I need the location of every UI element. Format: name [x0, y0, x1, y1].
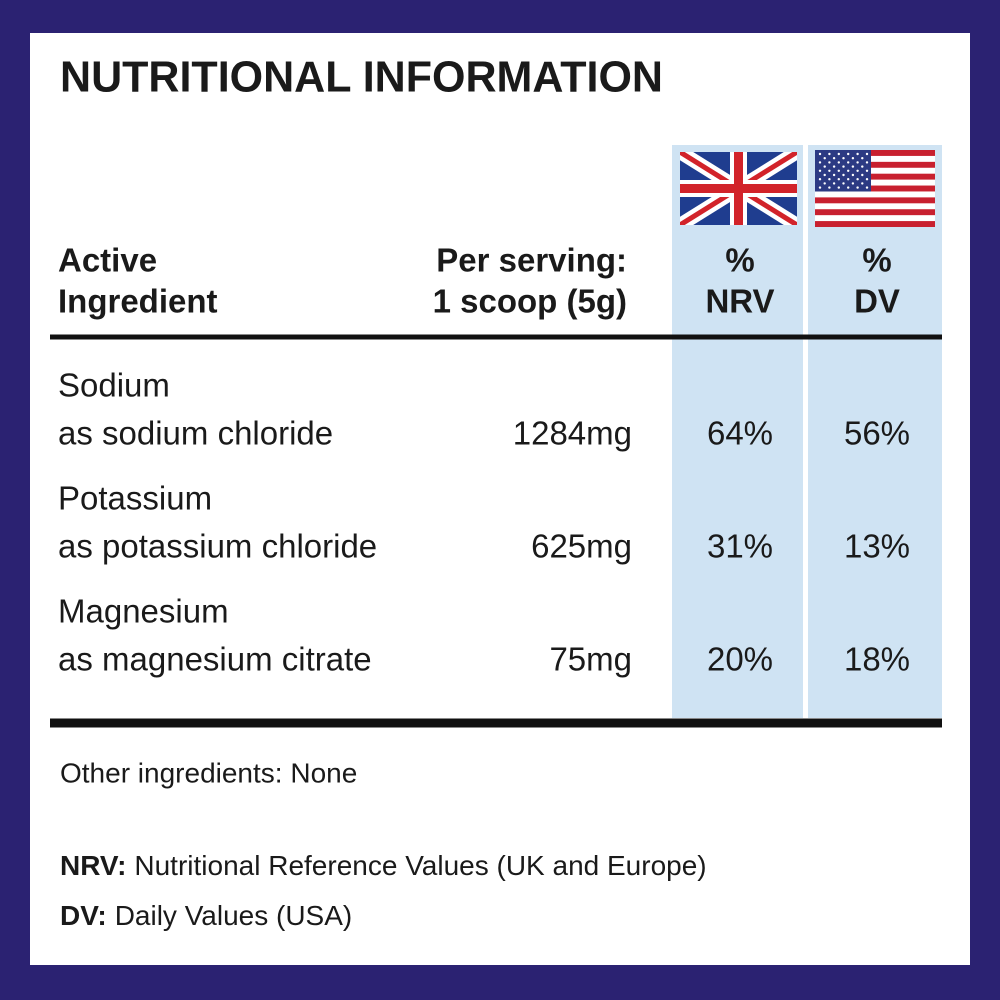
star — [856, 161, 859, 164]
star — [818, 186, 822, 189]
header-cell: NRV — [705, 283, 774, 320]
star — [851, 165, 855, 168]
note-definition: Nutritional Reference Values (UK and Eur… — [134, 850, 706, 881]
star — [861, 157, 864, 160]
star — [828, 178, 831, 181]
star — [818, 169, 822, 172]
stripe — [815, 209, 935, 216]
ingredient: as sodium chloride — [58, 415, 333, 452]
stripe — [815, 197, 935, 204]
dv-column — [808, 145, 942, 718]
stripe — [815, 161, 935, 168]
ingredient: Sodium — [58, 367, 170, 404]
star — [861, 182, 864, 185]
percent: 31% — [707, 528, 773, 565]
amount: 75mg — [549, 641, 632, 678]
amount: 625mg — [531, 528, 632, 565]
star — [837, 178, 840, 181]
percent: 64% — [707, 415, 773, 452]
star — [865, 161, 869, 164]
canton — [815, 150, 871, 192]
star — [856, 178, 859, 181]
star — [847, 152, 850, 156]
ingredient: as magnesium citrate — [58, 641, 372, 678]
star — [865, 178, 869, 181]
star — [837, 186, 840, 189]
star — [856, 152, 859, 156]
header-cell: DV — [854, 283, 900, 320]
star — [832, 157, 836, 160]
star — [861, 173, 864, 177]
star — [823, 165, 826, 168]
star — [837, 152, 840, 156]
star — [847, 178, 850, 181]
stripe — [815, 150, 935, 156]
nrv-column — [672, 145, 803, 718]
us-flag — [815, 150, 935, 227]
header-cell: Active — [58, 242, 157, 279]
star — [828, 152, 831, 156]
star — [823, 157, 826, 160]
star — [865, 152, 869, 156]
star — [818, 152, 822, 156]
header-cell: 1 scoop (5g) — [433, 283, 627, 320]
star — [851, 173, 855, 177]
amount: 1284mg — [513, 415, 632, 452]
star — [847, 186, 850, 189]
star — [842, 182, 845, 185]
header-cell: % — [862, 242, 891, 279]
star — [832, 182, 836, 185]
stripe — [815, 185, 935, 192]
star — [847, 169, 850, 172]
stripe — [815, 173, 935, 180]
header-cell: Per serving: — [436, 242, 627, 279]
star — [847, 161, 850, 164]
ingredient: as potassium chloride — [58, 528, 377, 565]
star — [818, 161, 822, 164]
ingredient: Magnesium — [58, 593, 229, 630]
star — [832, 165, 836, 168]
star — [856, 169, 859, 172]
star — [851, 157, 855, 160]
header-cell: Ingredient — [58, 283, 218, 320]
note-term: DV: — [60, 900, 107, 931]
percent: 18% — [844, 641, 910, 678]
table: Active Ingredient Per serving: 1 scoop (5g)… — [58, 242, 910, 678]
star — [865, 186, 869, 189]
star — [865, 169, 869, 172]
star — [842, 173, 845, 177]
star — [828, 169, 831, 172]
star — [842, 157, 845, 160]
uk-flag — [680, 152, 797, 225]
other-ingredients: Other ingredients: None — [60, 757, 357, 788]
star — [856, 186, 859, 189]
star — [823, 182, 826, 185]
title: NUTRITIONAL INFORMATION — [60, 53, 663, 102]
star — [823, 173, 826, 177]
note: DV: Daily Values (USA) — [60, 900, 352, 931]
note: NRV: Nutritional Reference Values (UK and… — [60, 850, 707, 881]
star — [851, 182, 855, 185]
ingredient: Potassium — [58, 480, 212, 517]
note-definition: Daily Values (USA) — [115, 900, 353, 931]
note-term: NRV: — [60, 850, 126, 881]
header-cell: % — [725, 242, 754, 279]
percent: 56% — [844, 415, 910, 452]
star — [837, 169, 840, 172]
star — [861, 165, 864, 168]
percent: 13% — [844, 528, 910, 565]
star — [837, 161, 840, 164]
star — [842, 165, 845, 168]
percent: 20% — [707, 641, 773, 678]
star — [828, 186, 831, 189]
star — [832, 173, 836, 177]
stripe — [815, 221, 935, 227]
star — [818, 178, 822, 181]
star — [828, 161, 831, 164]
